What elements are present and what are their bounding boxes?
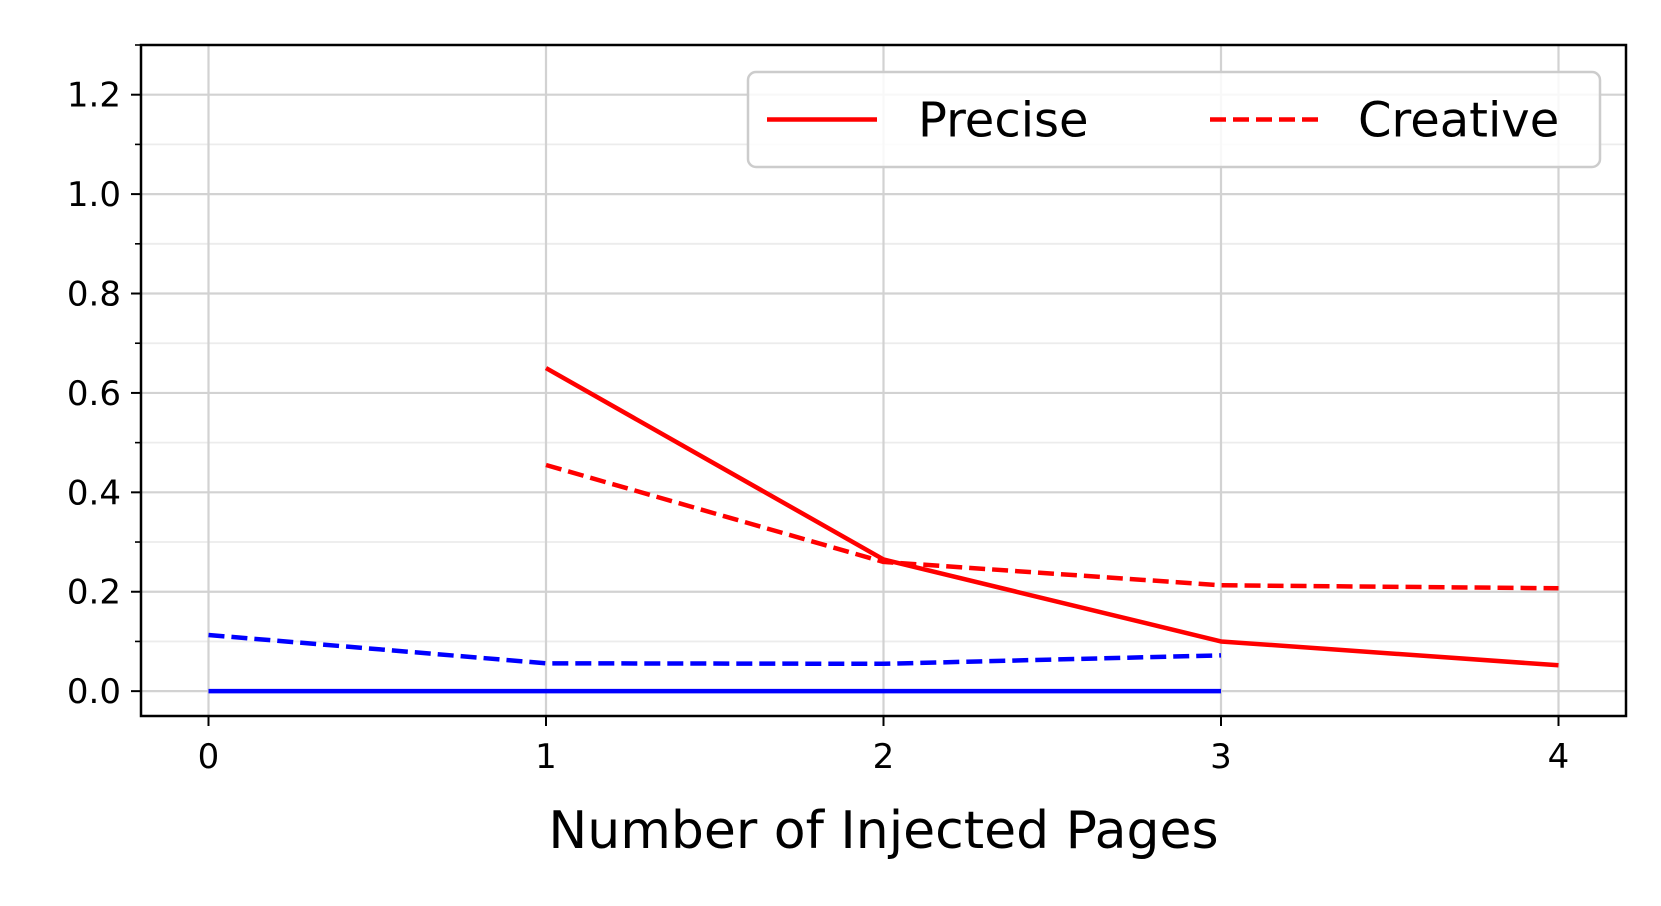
y-tick-label: 1.0 <box>67 175 121 215</box>
legend-label-precise: Precise <box>918 93 1089 149</box>
y-tick-label: 0.8 <box>67 275 121 315</box>
y-tick-label: 0.6 <box>67 374 121 414</box>
series-layer <box>208 366 1559 694</box>
x-tick-label: 2 <box>873 737 895 777</box>
series-line-3 <box>208 632 1222 667</box>
x-tick-label: 4 <box>1548 737 1570 777</box>
x-axis-title: Number of Injected Pages <box>548 801 1218 861</box>
x-tick-label: 0 <box>198 737 220 777</box>
series-line-1 <box>545 462 1559 591</box>
ticks: 0.0 0.2 0.4 0.6 0.8 1.0 1.2 0 1 2 3 4 <box>67 44 1570 777</box>
legend-label-creative: Creative <box>1358 93 1559 149</box>
y-tick-label: 1.2 <box>67 76 121 116</box>
y-tick-label: 0.2 <box>67 573 121 613</box>
legend: Precise Creative <box>746 70 1602 169</box>
y-tick-label: 0.0 <box>67 672 121 712</box>
x-tick-label: 3 <box>1210 737 1232 777</box>
y-tick-label: 0.4 <box>67 473 121 513</box>
legend-box <box>746 70 1602 169</box>
x-tick-label: 1 <box>535 737 557 777</box>
series-line-0 <box>544 366 1559 668</box>
